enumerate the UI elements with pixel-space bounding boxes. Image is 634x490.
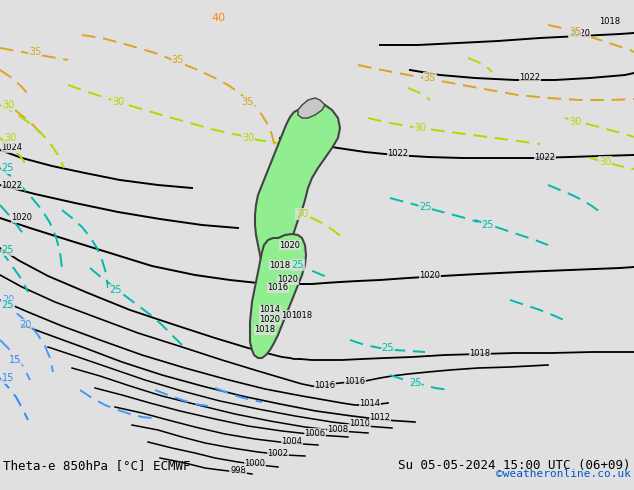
Text: 35: 35: [242, 97, 254, 107]
Text: Theta-e 850hPa [°C] ECMWF: Theta-e 850hPa [°C] ECMWF: [3, 459, 190, 472]
Text: 1018: 1018: [292, 311, 313, 319]
Text: 1018: 1018: [469, 348, 491, 358]
Text: 1010: 1010: [349, 419, 370, 428]
Text: 1018: 1018: [281, 311, 302, 319]
Text: 20: 20: [19, 320, 31, 330]
Text: 30: 30: [112, 97, 124, 107]
Text: 40: 40: [211, 13, 225, 23]
Text: 1018: 1018: [269, 261, 290, 270]
Text: 25: 25: [2, 300, 14, 310]
Text: 25: 25: [292, 260, 304, 270]
Text: 1022: 1022: [519, 74, 541, 82]
Text: 30: 30: [414, 123, 426, 133]
Text: 25: 25: [2, 245, 14, 255]
Text: 1014: 1014: [359, 398, 380, 408]
Text: 35: 35: [569, 27, 581, 37]
Text: 1016: 1016: [314, 381, 335, 390]
Text: 20: 20: [2, 295, 14, 305]
Text: 1002: 1002: [268, 448, 288, 458]
Text: 1008: 1008: [327, 424, 349, 434]
Text: 30: 30: [599, 157, 611, 167]
Text: Su 05-05-2024 15:00 UTC (06+09): Su 05-05-2024 15:00 UTC (06+09): [399, 459, 631, 472]
Text: 1020: 1020: [569, 29, 590, 39]
Text: 1024: 1024: [1, 144, 22, 152]
Text: 1018: 1018: [599, 18, 621, 26]
Text: 998: 998: [230, 466, 246, 474]
Text: 1014: 1014: [259, 305, 280, 315]
Text: 30: 30: [2, 100, 14, 110]
Text: 1022: 1022: [1, 180, 22, 190]
Text: 25: 25: [409, 378, 421, 388]
Text: 1022: 1022: [387, 148, 408, 157]
Polygon shape: [250, 234, 306, 358]
Text: 1020: 1020: [280, 241, 301, 249]
Text: 15: 15: [9, 355, 21, 365]
Text: 30: 30: [296, 209, 308, 219]
Text: 1022: 1022: [534, 152, 555, 162]
Text: 1012: 1012: [370, 414, 391, 422]
Text: 1020: 1020: [278, 275, 299, 285]
Text: 1016: 1016: [268, 284, 288, 293]
Text: 30: 30: [242, 133, 254, 143]
Text: 1018: 1018: [254, 325, 276, 335]
Text: 1020: 1020: [11, 214, 32, 222]
Text: 1000: 1000: [245, 459, 266, 467]
Polygon shape: [255, 102, 340, 290]
Text: 25: 25: [2, 163, 14, 173]
Text: 1006: 1006: [304, 428, 326, 438]
Text: 25: 25: [382, 343, 394, 353]
Text: 35: 35: [172, 55, 184, 65]
Text: 35: 35: [424, 73, 436, 83]
Text: ©weatheronline.co.uk: ©weatheronline.co.uk: [496, 469, 631, 479]
Text: 1016: 1016: [344, 377, 366, 387]
Text: 25: 25: [109, 285, 121, 295]
Text: 30: 30: [569, 117, 581, 127]
Text: 25: 25: [482, 220, 495, 230]
Text: 15: 15: [2, 373, 14, 383]
Polygon shape: [298, 98, 325, 118]
Text: 30: 30: [4, 133, 16, 143]
Text: 1020: 1020: [259, 316, 280, 324]
Text: 35: 35: [29, 47, 41, 57]
Text: 25: 25: [418, 202, 431, 212]
Text: 1004: 1004: [281, 437, 302, 445]
Text: 1020: 1020: [420, 270, 441, 279]
